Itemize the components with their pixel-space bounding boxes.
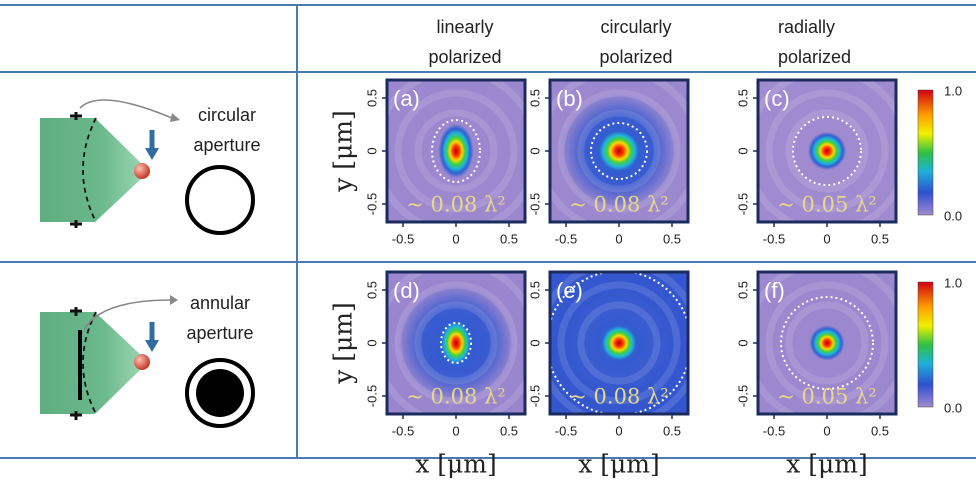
- column-header: linearly polarized: [428, 17, 502, 67]
- y-axis-label: y [μm]: [329, 110, 358, 193]
- ring: [414, 109, 498, 193]
- ring: [577, 109, 661, 193]
- panel-tag: (a): [393, 86, 420, 111]
- heatmap-panel: [758, 80, 896, 222]
- y-tick-label: 0: [364, 147, 379, 154]
- colorbar: [917, 89, 934, 216]
- table-frame: [0, 4, 976, 459]
- spot-size: ~ 0.08 λ²: [406, 385, 505, 409]
- y-tick-label: 0: [527, 147, 542, 154]
- x-tick-label: -0.5: [763, 231, 785, 246]
- panel-tag: (e): [556, 278, 583, 303]
- x-tick-label: -0.5: [392, 231, 414, 246]
- fwhm-contour: [590, 122, 648, 180]
- panel-tag: (f): [764, 278, 785, 303]
- x-tick-label: 0: [615, 423, 622, 438]
- column-header: circularly polarized: [599, 17, 673, 67]
- colorbar-max: 1.0: [944, 83, 962, 98]
- ring: [414, 301, 498, 385]
- y-tick-label: 0.5: [527, 89, 542, 107]
- y-axis-label: y [μm]: [329, 302, 358, 385]
- heatmap-panel: [550, 80, 688, 222]
- panel-tag: (b): [556, 86, 583, 111]
- x-tick-label: -0.5: [555, 231, 577, 246]
- focal-spot: [438, 317, 474, 369]
- schematic-annular: [40, 295, 255, 428]
- focal-spot: [595, 127, 643, 175]
- ring: [557, 281, 681, 405]
- y-tick-label: 0: [527, 339, 542, 346]
- fwhm-contour: [440, 322, 472, 364]
- y-tick-label: -0.5: [364, 385, 379, 407]
- ring: [394, 89, 518, 213]
- y-tick-label: -0.5: [364, 193, 379, 215]
- spot-size: ~ 0.08 λ²: [406, 193, 505, 217]
- x-tick-label: 0: [452, 423, 459, 438]
- colorbar-max: 1.0: [944, 275, 962, 290]
- x-tick-label: -0.5: [555, 423, 577, 438]
- focal-spot: [807, 131, 847, 171]
- y-tick-label: 0.5: [735, 281, 750, 299]
- x-axis-label: x [μm]: [578, 450, 660, 479]
- heatmap-panel: [550, 272, 688, 414]
- x-tick-label: 0: [452, 231, 459, 246]
- y-tick-label: 0: [735, 147, 750, 154]
- y-tick-label: 0.5: [735, 89, 750, 107]
- y-tick-label: 0: [735, 339, 750, 346]
- x-tick-label: 0.5: [500, 423, 518, 438]
- y-tick-label: -0.5: [527, 385, 542, 407]
- colorbar-min: 0.0: [944, 208, 962, 223]
- focal-spot: [809, 325, 845, 361]
- fwhm-contour: [780, 296, 874, 390]
- ring: [577, 301, 661, 385]
- heatmap-panel: [758, 272, 896, 414]
- heatmap-panel: [387, 272, 525, 414]
- panel-tag: (d): [393, 278, 420, 303]
- spot-size: ~ 0.05 λ²: [777, 193, 876, 217]
- x-tick-label: 0.5: [663, 231, 681, 246]
- spot-size: ~ 0.08 λ²: [569, 193, 668, 217]
- x-tick-label: 0.5: [871, 231, 889, 246]
- x-tick-label: 0: [823, 423, 830, 438]
- spot-size: ~ 0.05 λ²: [777, 385, 876, 409]
- x-tick-label: 0.5: [871, 423, 889, 438]
- spot-size: ~ 0.08 λ²: [569, 385, 668, 409]
- y-tick-label: -0.5: [735, 193, 750, 215]
- y-tick-label: 0: [364, 339, 379, 346]
- x-tick-label: 0: [615, 231, 622, 246]
- y-tick-label: 0.5: [527, 281, 542, 299]
- ring: [765, 281, 889, 405]
- y-tick-label: 0.5: [364, 89, 379, 107]
- column-header: radially polarized: [778, 17, 852, 67]
- y-tick-label: 0.5: [364, 281, 379, 299]
- schematic-circular: [40, 99, 255, 235]
- x-axis-label: x [μm]: [415, 450, 497, 479]
- x-axis-label: x [μm]: [786, 450, 868, 479]
- x-tick-label: 0.5: [500, 231, 518, 246]
- ring: [557, 89, 681, 213]
- x-tick-label: -0.5: [392, 423, 414, 438]
- colorbar-min: 0.0: [944, 400, 962, 415]
- colorbar: [917, 281, 934, 408]
- y-tick-label: -0.5: [735, 385, 750, 407]
- row-label: annular aperture: [186, 293, 254, 343]
- focal-spot: [598, 322, 640, 364]
- y-tick-label: -0.5: [527, 193, 542, 215]
- focal-spot: [438, 123, 474, 179]
- fwhm-contour: [792, 116, 862, 186]
- panel-tag: (c): [764, 86, 790, 111]
- heatmap-panel: [387, 80, 525, 222]
- x-tick-label: -0.5: [763, 423, 785, 438]
- ring: [394, 281, 518, 405]
- fwhm-contour: [431, 119, 481, 183]
- ring: [785, 109, 869, 193]
- x-tick-label: 0.5: [663, 423, 681, 438]
- x-tick-label: 0: [823, 231, 830, 246]
- ring: [765, 89, 889, 213]
- row-label: circular aperture: [193, 105, 261, 155]
- ring: [785, 301, 869, 385]
